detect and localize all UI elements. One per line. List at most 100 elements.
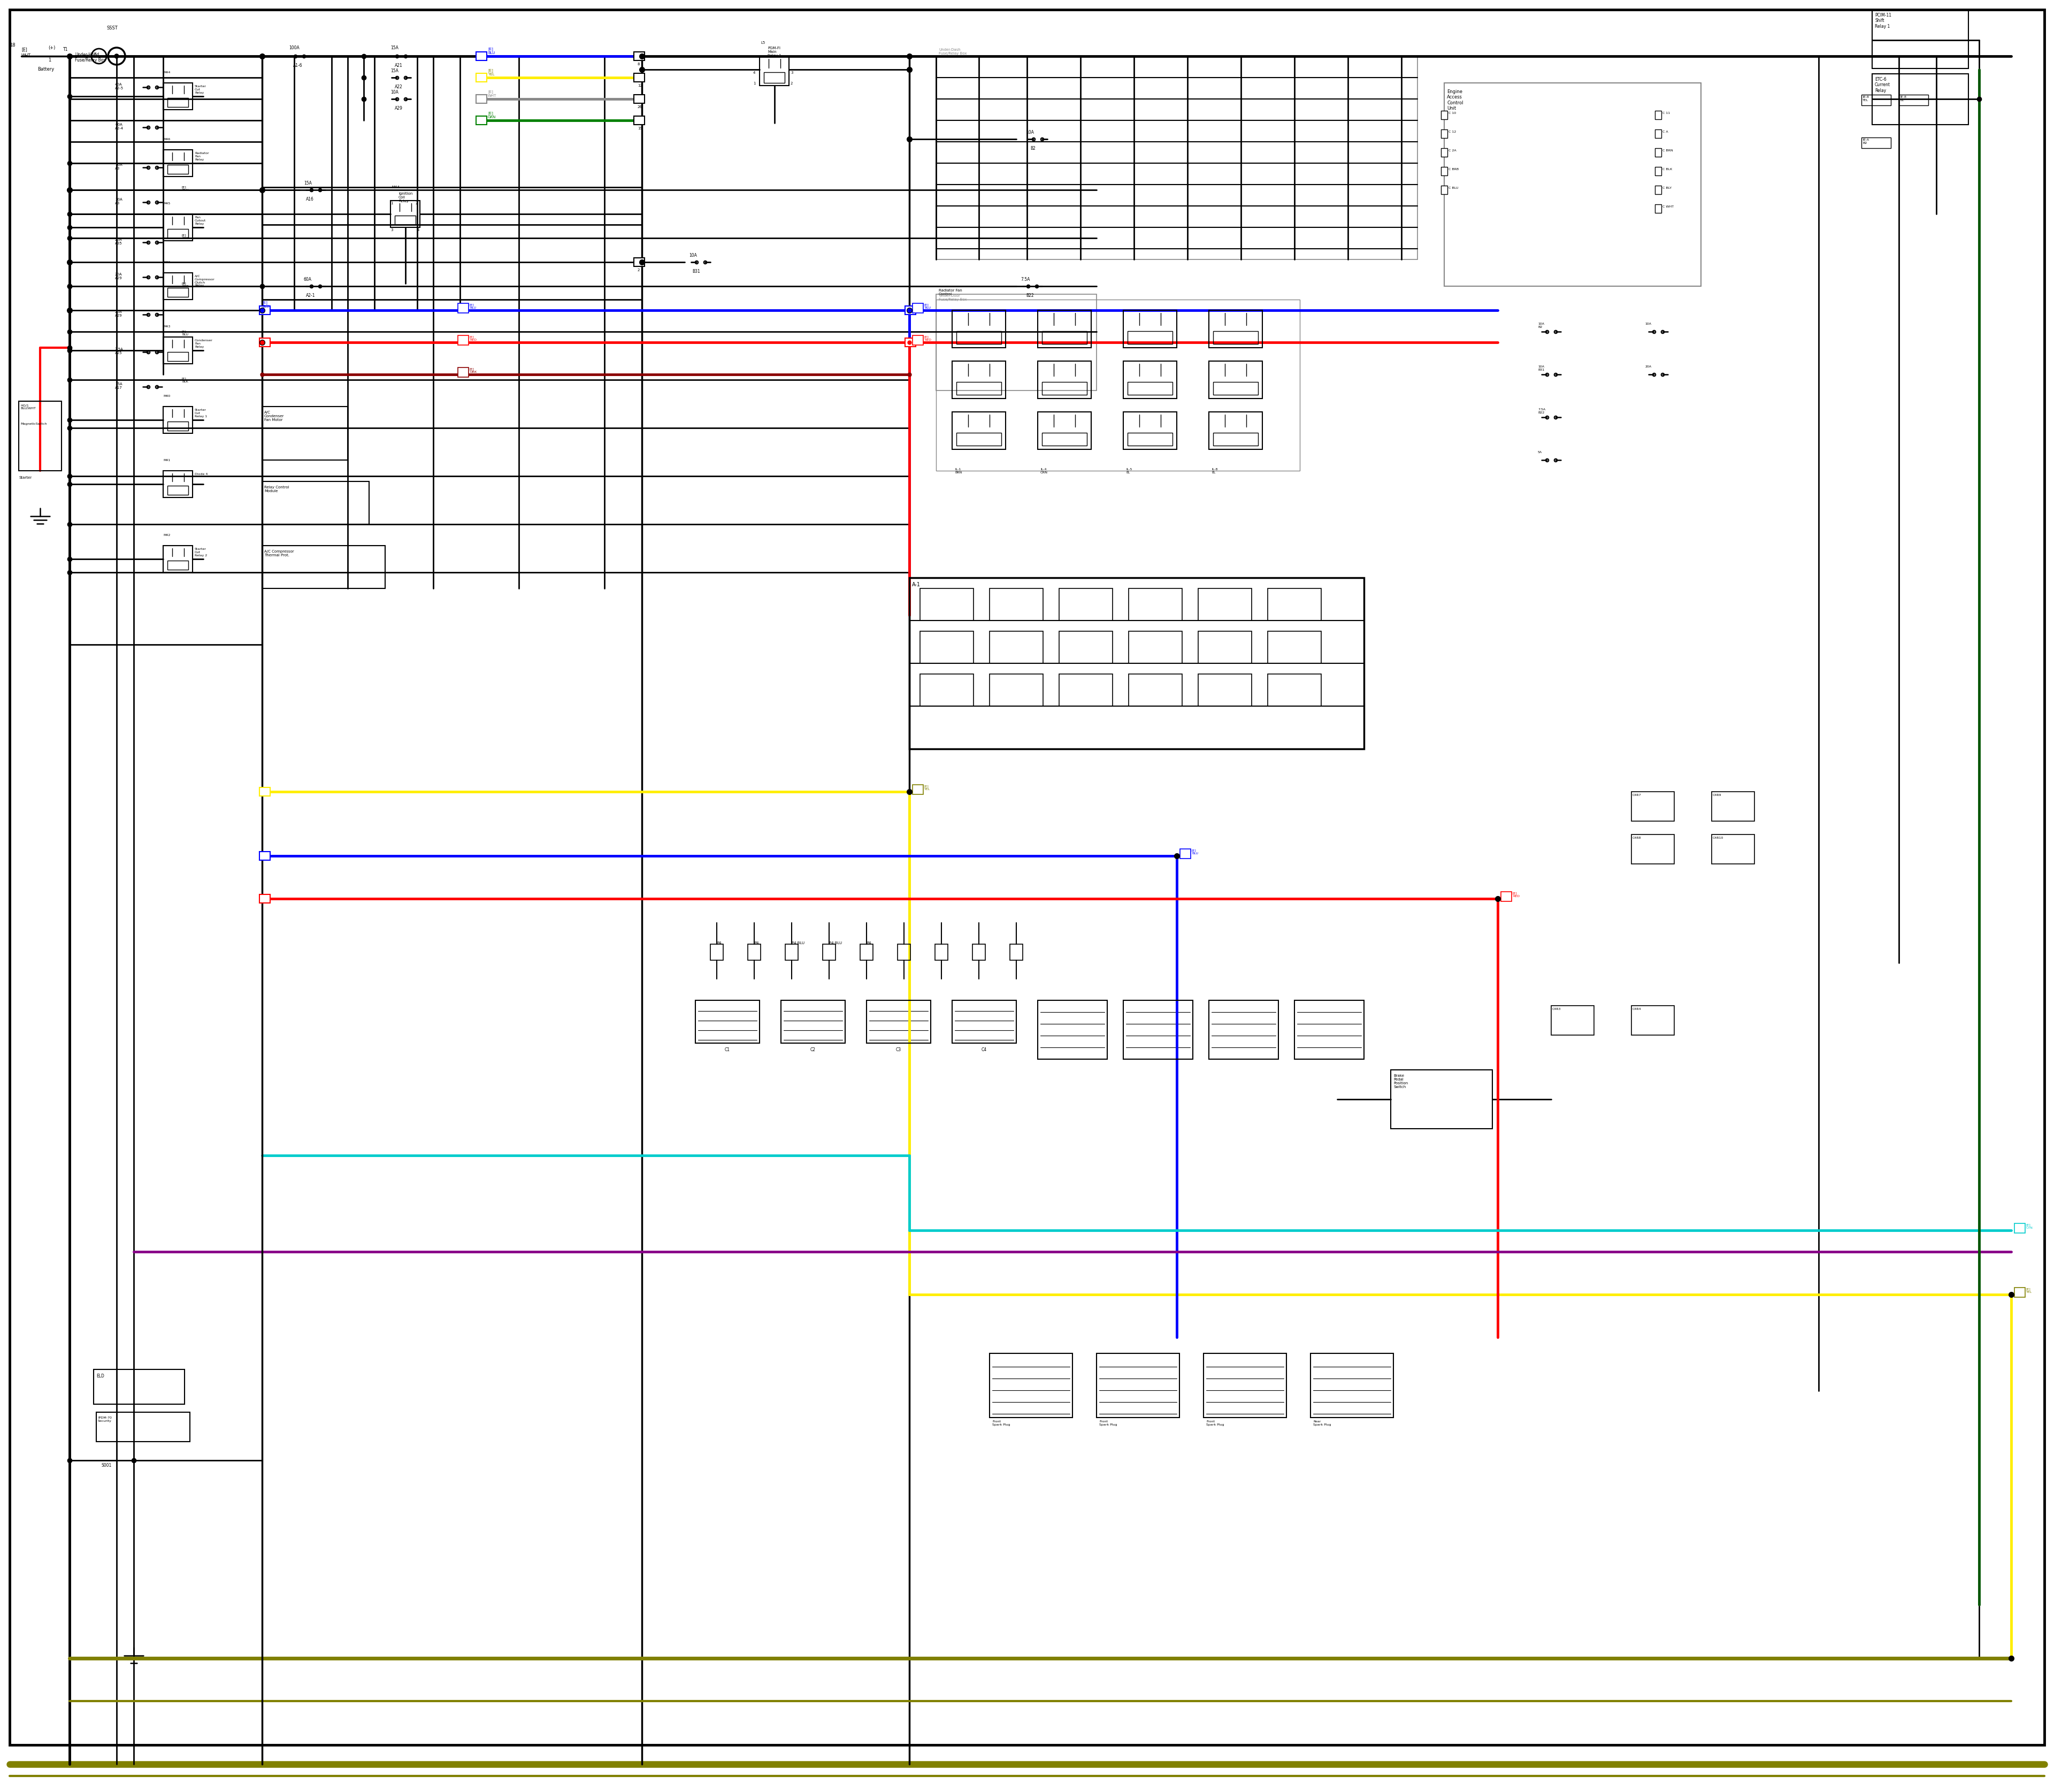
Text: 12: 12 [637,84,643,88]
Text: T1: T1 [64,47,68,52]
Text: [E]
CYN: [E] CYN [2025,1224,2033,1229]
Bar [935,944,947,961]
Bar [168,165,189,174]
Bar [785,944,799,961]
Text: [E]
BLU: [E] BLU [924,303,930,308]
Bar [760,56,789,86]
Text: Starter
Cut
Relay 1: Starter Cut Relay 1 [195,409,207,418]
Text: 1: 1 [390,202,392,204]
Text: P4: P4 [754,941,758,944]
Text: WHT: WHT [21,54,31,59]
Text: 7.5A
B22: 7.5A B22 [1538,409,1545,414]
Bar [1060,588,1113,620]
Text: 20A
A35: 20A A35 [115,238,123,246]
Text: A/C
Condenser
Fan Motor: A/C Condenser Fan Motor [265,410,283,421]
Text: C BRN: C BRN [1662,149,1672,152]
Bar [1128,631,1183,663]
Text: [E]
GRN: [E] GRN [489,111,497,118]
Bar [1179,849,1191,858]
Text: C BLK: C BLK [1662,168,1672,170]
Bar [390,201,419,228]
Bar [957,332,1002,344]
Text: C4R8: C4R8 [1633,837,1641,839]
Bar [168,351,189,360]
Text: [E]
RED: [E] RED [1512,892,1520,898]
Bar [711,944,723,961]
Bar [764,72,785,82]
Text: 4: 4 [417,228,419,231]
Bar [1631,1005,1674,1036]
Bar [168,287,189,297]
Text: IE-8
EL: IE-8 EL [1900,95,1906,102]
Text: C4: C4 [982,1047,986,1052]
Text: P4: P4 [717,941,721,944]
Text: 40A
A2-5: 40A A2-5 [115,82,123,90]
Text: [E]
YEL: [E] YEL [924,785,930,790]
Bar [162,272,193,299]
Bar [1060,631,1113,663]
Text: PCIM-11
Shift
Relay 1: PCIM-11 Shift Relay 1 [1875,13,1892,29]
Bar [1011,944,1023,961]
Text: [E]: [E] [21,47,27,52]
Bar [263,545,386,588]
Text: PGM-FI
Main
Relay 1: PGM-FI Main Relay 1 [768,47,781,57]
Text: [E]
RED: [E] RED [183,233,189,240]
Bar [1124,310,1177,348]
Text: A29: A29 [394,106,403,111]
Text: HO/1
BLU/WHT: HO/1 BLU/WHT [21,403,35,410]
Text: A16: A16 [306,197,314,202]
Text: [E]
DRK: [E] DRK [470,367,477,373]
Bar [1711,792,1754,821]
Bar [1656,111,1662,120]
Bar [1631,835,1674,864]
Text: C2: C2 [811,1047,815,1052]
Bar [1210,412,1263,450]
Text: P4 BLU: P4 BLU [791,941,805,944]
Text: Engine
Access
Control
Unit: Engine Access Control Unit [1446,90,1462,111]
Text: 26: 26 [637,106,643,109]
Bar [477,95,487,104]
Text: C 11: C 11 [1662,111,1670,115]
Bar [635,95,645,104]
Text: Starter
Cut
Relay: Starter Cut Relay [195,84,205,93]
Text: 100A: 100A [290,45,300,50]
Bar [1037,360,1091,398]
Text: Front
Spark Plug: Front Spark Plug [1099,1421,1117,1426]
Bar [2015,1288,2025,1297]
Bar [1060,674,1113,706]
Text: 7.5A: 7.5A [1021,278,1029,281]
Text: Brake
Pedal
Position
Switch: Brake Pedal Position Switch [1393,1073,1407,1088]
Bar [1656,167,1662,176]
Bar [953,310,1006,348]
Bar [912,335,922,346]
Bar [1214,332,1257,344]
Bar [990,631,1043,663]
Text: 30A
A3: 30A A3 [115,163,123,170]
Text: [E]
BLU: [E] BLU [489,47,495,54]
Text: M40: M40 [162,394,170,398]
Text: IL-5
EL: IL-5 EL [1126,468,1132,473]
Bar [1656,204,1662,213]
Text: [E]
YEL: [E] YEL [2025,1288,2031,1294]
Bar [162,151,193,177]
Text: 60A: 60A [304,278,312,281]
Text: Relay Control
Module: Relay Control Module [265,486,290,493]
Bar [867,1000,930,1043]
Bar [458,367,468,376]
Text: [E]
RED: [E] RED [183,281,189,289]
Text: C 10: C 10 [1448,111,1456,115]
Text: Fan
Cutout
Relay: Fan Cutout Relay [195,217,205,226]
Bar [1197,588,1251,620]
Bar [1294,1000,1364,1059]
Bar [162,213,193,240]
Bar [1267,631,1321,663]
Bar [1871,73,1968,125]
Bar [953,412,1006,450]
Bar [957,382,1002,394]
Bar [458,303,468,314]
Bar [1442,111,1448,120]
Bar [1442,149,1448,156]
Text: 15A: 15A [390,68,398,73]
Text: C 12: C 12 [1448,131,1456,133]
Bar [1097,1353,1179,1417]
